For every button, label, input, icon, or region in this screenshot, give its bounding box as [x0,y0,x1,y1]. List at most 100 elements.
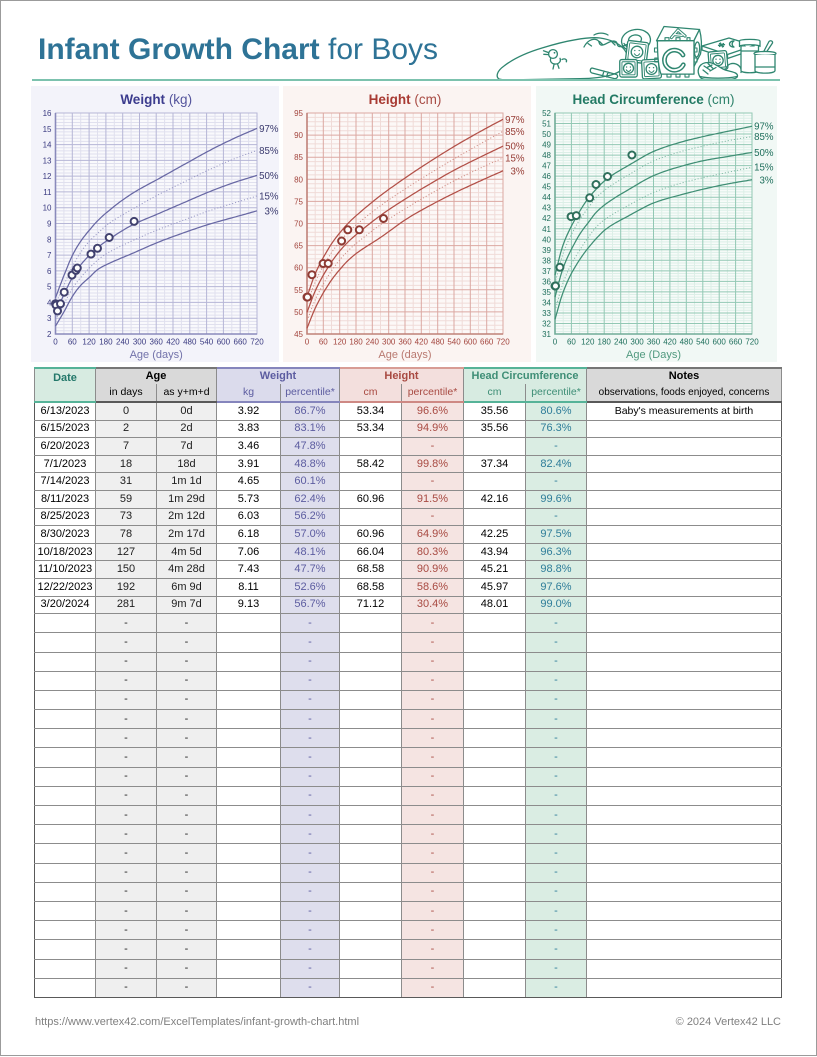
svg-text:51: 51 [542,120,551,129]
svg-text:50: 50 [542,130,551,139]
svg-text:39: 39 [542,246,551,255]
svg-text:49: 49 [542,141,551,150]
svg-text:45: 45 [294,330,303,339]
svg-text:55: 55 [294,286,303,295]
svg-text:180: 180 [598,338,612,347]
svg-text:540: 540 [447,338,461,347]
svg-text:3%: 3% [759,175,773,186]
svg-text:540: 540 [696,338,710,347]
svg-text:33: 33 [542,309,551,318]
svg-text:3%: 3% [510,166,524,177]
svg-text:300: 300 [630,338,644,347]
svg-text:95: 95 [294,109,303,118]
svg-text:Head Circumference (cm): Head Circumference (cm) [572,92,734,107]
svg-text:420: 420 [166,338,180,347]
svg-text:38: 38 [542,256,551,265]
svg-text:240: 240 [614,338,628,347]
svg-text:720: 720 [250,338,264,347]
svg-text:240: 240 [116,338,130,347]
svg-text:15%: 15% [259,192,279,203]
svg-text:0: 0 [553,338,558,347]
svg-text:Height (cm): Height (cm) [369,92,442,107]
svg-text:600: 600 [464,338,478,347]
svg-text:60: 60 [319,338,328,347]
svg-text:15: 15 [43,125,52,134]
svg-text:660: 660 [234,338,248,347]
svg-text:660: 660 [729,338,743,347]
svg-text:300: 300 [382,338,396,347]
svg-text:31: 31 [542,330,551,339]
svg-text:36: 36 [542,277,551,286]
svg-text:Weight (kg): Weight (kg) [120,92,192,107]
svg-text:480: 480 [431,338,445,347]
svg-text:90: 90 [294,131,303,140]
svg-text:660: 660 [480,338,494,347]
svg-text:0: 0 [305,338,310,347]
svg-text:48: 48 [542,151,551,160]
svg-text:600: 600 [713,338,727,347]
svg-text:7: 7 [47,251,52,260]
svg-text:80: 80 [294,175,303,184]
svg-text:50%: 50% [259,171,279,182]
svg-text:32: 32 [542,320,551,329]
svg-text:60: 60 [567,338,576,347]
svg-text:16: 16 [43,109,52,118]
svg-text:3: 3 [47,314,52,323]
svg-text:97%: 97% [259,124,279,135]
svg-text:5: 5 [47,283,52,292]
svg-text:60: 60 [294,264,303,273]
svg-text:420: 420 [663,338,677,347]
svg-text:120: 120 [82,338,96,347]
svg-text:65: 65 [294,242,303,251]
svg-text:720: 720 [496,338,510,347]
svg-text:4: 4 [47,298,52,307]
svg-text:35: 35 [542,288,551,297]
svg-text:12: 12 [43,172,52,181]
svg-text:47: 47 [542,162,551,171]
svg-text:45: 45 [542,183,551,192]
svg-text:85%: 85% [505,127,525,138]
svg-text:240: 240 [366,338,380,347]
svg-text:50%: 50% [754,148,774,159]
svg-text:50%: 50% [505,142,525,153]
svg-text:14: 14 [43,141,52,150]
svg-text:34: 34 [542,298,551,307]
svg-text:60: 60 [68,338,77,347]
svg-text:40: 40 [542,235,551,244]
svg-text:120: 120 [581,338,595,347]
svg-text:50: 50 [294,308,303,317]
svg-text:85%: 85% [259,146,279,157]
svg-text:Age (days): Age (days) [378,349,431,361]
svg-text:600: 600 [217,338,231,347]
svg-text:9: 9 [47,220,52,229]
svg-text:180: 180 [349,338,363,347]
svg-text:360: 360 [647,338,661,347]
svg-text:480: 480 [183,338,197,347]
svg-text:180: 180 [99,338,113,347]
svg-text:Age (days): Age (days) [130,349,183,361]
svg-text:540: 540 [200,338,214,347]
svg-text:8: 8 [47,235,52,244]
svg-text:97%: 97% [754,122,774,133]
svg-text:37: 37 [542,267,551,276]
svg-text:360: 360 [150,338,164,347]
svg-text:Age (Days): Age (Days) [626,349,681,361]
svg-text:13: 13 [43,156,52,165]
svg-text:3%: 3% [264,206,278,217]
svg-text:41: 41 [542,225,551,234]
svg-text:42: 42 [542,214,551,223]
svg-text:120: 120 [333,338,347,347]
svg-text:720: 720 [745,338,759,347]
svg-text:15%: 15% [505,154,525,165]
svg-text:44: 44 [542,193,551,202]
svg-text:10: 10 [43,204,52,213]
svg-text:52: 52 [542,109,551,118]
svg-text:70: 70 [294,220,303,229]
svg-text:420: 420 [415,338,429,347]
svg-text:360: 360 [398,338,412,347]
svg-text:85: 85 [294,153,303,162]
svg-text:85%: 85% [754,132,774,143]
svg-text:300: 300 [133,338,147,347]
svg-text:2: 2 [47,330,52,339]
svg-text:46: 46 [542,172,551,181]
